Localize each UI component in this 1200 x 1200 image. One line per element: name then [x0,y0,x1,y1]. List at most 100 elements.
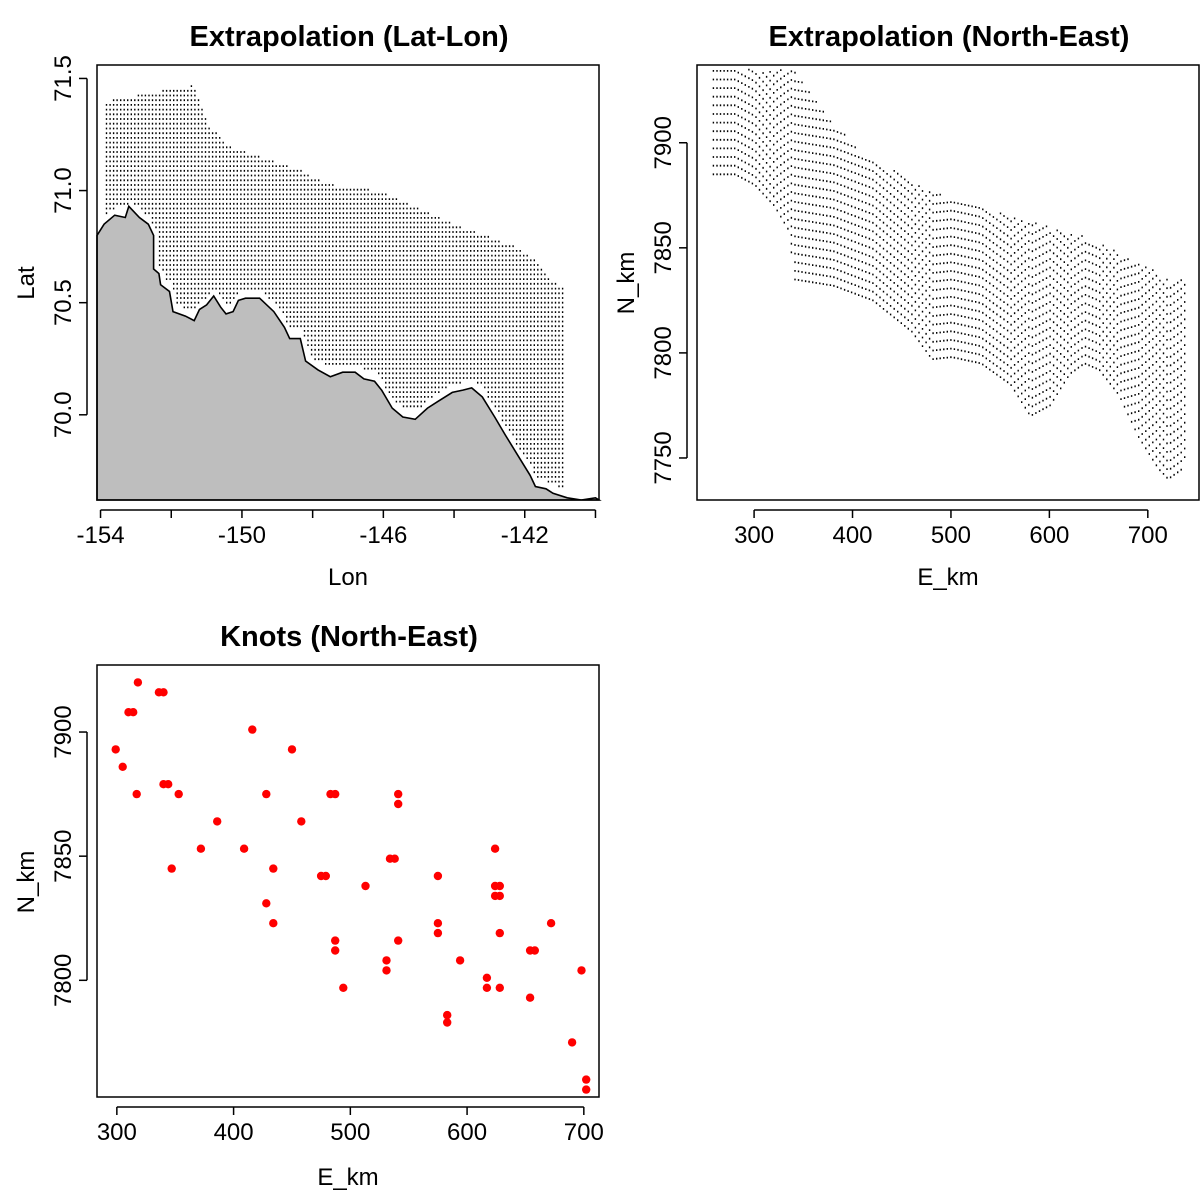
knot-point [269,864,278,873]
knot-point [433,928,443,938]
panel-knots: Knots (North-East) 300 400 500 600 700 7800 78… [13,621,604,1191]
axes-latlon: -154 -150 -146 -142 70.0 70.5 71.0 71.5 [50,55,597,549]
knot-point [495,891,504,901]
knot-point [482,983,492,992]
knot-point [321,871,330,881]
knot-point [443,1018,452,1027]
knot-point [331,936,340,945]
extrapolation-ne-dots-layer [712,68,1186,479]
y-tick-label-latlon: 70.0 [50,391,77,438]
knot-point [269,919,278,928]
knot-point [546,919,556,928]
knot-point [262,899,271,908]
knot-point [167,864,176,873]
chart-title-ne: Extrapolation (North-East) [769,21,1130,53]
knot-point [382,966,391,975]
y-tick-label-latlon: 71.0 [50,167,77,214]
y-axis-label-knots: N_km [13,851,40,914]
x-tick-label-knots: 300 [97,1119,137,1146]
x-tick-label-latlon: -154 [77,522,125,549]
knot-point [239,844,249,853]
x-tick-label-latlon: -142 [501,522,549,549]
y-tick-label-knots: 7800 [50,954,77,1007]
plot-box-ne [696,64,1200,501]
knot-points-layer [111,678,591,1094]
knot-point [361,881,370,891]
knot-point [339,983,348,992]
axes-knots: 300 400 500 600 700 7800 7850 7900 [50,705,604,1146]
knot-point [495,983,504,992]
y-tick-label-latlon: 71.5 [50,55,77,102]
knot-point [129,708,138,717]
panel-latlon: Extrapolation (Lat-Lon) -154 -150 -146 -142… [13,21,602,591]
knot-point [390,854,399,863]
x-tick-label-knots: 500 [330,1119,370,1146]
knot-point [433,871,443,881]
y-axis-label-ne: N_km [613,252,640,315]
knot-point [530,946,539,955]
knot-point [582,1075,591,1084]
knot-point [382,956,391,965]
x-tick-label-ne: 500 [931,522,971,549]
knot-point [174,789,183,799]
knot-point [331,789,340,799]
extrapolation-dots-layer [105,85,564,488]
extrapolation-dots-latlon [105,85,564,488]
knot-point [394,789,403,799]
knot-point [577,966,586,975]
knot-point [133,678,143,687]
chart-title-knots: Knots (North-East) [220,621,478,653]
knot-point [118,762,127,771]
x-tick-label-ne: 400 [832,522,872,549]
land-layer [96,204,602,501]
y-tick-label-ne: 7850 [650,221,677,274]
x-tick-label-ne: 600 [1029,522,1069,549]
panel-north-east: Extrapolation (North-East) 300 400 500 600 7… [613,21,1200,591]
land-coastline [96,204,602,501]
knot-point [297,817,306,826]
knot-point [111,745,120,754]
knot-point [582,1085,591,1094]
knot-point [394,936,403,945]
knot-point [455,956,465,965]
x-tick-label-knots: 700 [564,1119,604,1146]
knot-point [164,780,173,789]
x-tick-label-knots: 600 [447,1119,487,1146]
y-tick-label-knots: 7850 [50,829,77,882]
knot-point [567,1038,577,1047]
knot-point [490,844,500,853]
knot-point [248,725,257,734]
x-axis-label-ne: E_km [917,564,978,591]
knot-point [196,844,206,853]
knot-point [394,799,403,809]
knot-point [433,919,443,928]
x-tick-label-ne: 300 [734,522,774,549]
y-tick-label-latlon: 70.5 [50,279,77,326]
knot-point [482,973,492,982]
x-tick-label-knots: 400 [214,1119,254,1146]
y-tick-label-ne: 7800 [650,326,677,379]
x-tick-label-ne: 700 [1128,522,1168,549]
chart-title-latlon: Extrapolation (Lat-Lon) [190,21,509,53]
knot-point [525,993,535,1002]
knot-point [331,946,340,955]
knot-point [443,1010,452,1020]
y-tick-label-knots: 7900 [50,705,77,758]
knot-point [132,789,141,799]
extrapolation-dots-ne [712,68,1186,479]
x-axis-label-latlon: Lon [328,564,368,591]
knot-point [495,881,504,891]
y-tick-label-ne: 7750 [650,431,677,484]
knot-point [159,688,168,697]
y-tick-label-ne: 7900 [650,116,677,169]
knot-point [287,745,297,754]
x-tick-label-latlon: -150 [218,522,266,549]
knot-point [495,928,504,938]
knot-point [262,789,271,799]
axes-ne: 300 400 500 600 700 7750 7800 7850 7900 [650,116,1168,549]
y-axis-label-latlon: Lat [13,266,40,300]
x-axis-label-knots: E_km [317,1164,378,1191]
knot-point [213,817,222,826]
plot-box-latlon [96,64,600,501]
